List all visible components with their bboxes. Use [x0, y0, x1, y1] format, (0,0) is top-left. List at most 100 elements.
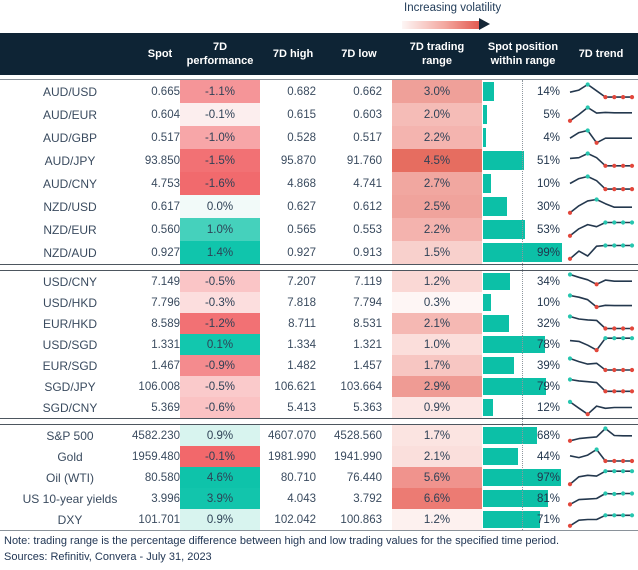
performance-cell: -1.5% — [180, 149, 260, 172]
spot-value: 1.467 — [151, 359, 180, 372]
position-label: 71% — [536, 513, 560, 526]
performance-cell: 1.0% — [180, 218, 260, 241]
position-bar — [483, 273, 511, 290]
header-7d-trend: 7D trend — [578, 47, 624, 60]
high-value: 1.482 — [287, 359, 316, 372]
spark-min-dot-icon — [603, 326, 608, 331]
spark-max-dot-icon — [621, 491, 626, 496]
pair-name: AUD/USD — [42, 84, 97, 99]
table-row: USD/HKD 7.796 -0.3% 7.818 7.794 0.3% 10% — [0, 292, 638, 313]
spark-max-dot-icon — [567, 356, 573, 361]
high-value: 0.927 — [287, 246, 316, 259]
trend-cell — [564, 103, 638, 126]
high-value: 80.710 — [280, 471, 316, 484]
spot-value: 106.008 — [138, 380, 180, 393]
spark-max-dot-icon — [567, 272, 573, 277]
spark-max-dot-icon — [567, 293, 573, 298]
table-row: AUD/JPY 93.850 -1.5% 95.870 91.760 4.5% 51% — [0, 149, 638, 172]
table-row: AUD/GBP 0.517 -1.0% 0.528 0.517 2.2% 4% — [0, 126, 638, 149]
trading-range-cell: 6.6% — [392, 488, 482, 509]
table-row: DXY 101.701 0.9% 102.042 100.863 1.2% 71% — [0, 509, 638, 530]
trading-range-cell: 2.1% — [392, 313, 482, 334]
spark-min-dot-icon — [629, 95, 635, 100]
trading-range-cell: 3.0% — [392, 80, 482, 103]
group-separator — [0, 418, 638, 425]
trading-range-cell: 4.5% — [392, 149, 482, 172]
position-bar — [483, 378, 547, 395]
spark-min-dot-icon — [567, 482, 573, 487]
low-value: 0.553 — [353, 223, 382, 236]
spark-min-dot-icon — [603, 163, 608, 168]
low-value: 0.603 — [353, 108, 382, 121]
position-bar — [483, 294, 491, 311]
spot-value: 7.149 — [151, 275, 180, 288]
spot-value: 3.996 — [151, 492, 180, 505]
position-bar — [483, 151, 524, 170]
spark-min-dot-icon — [567, 523, 573, 528]
position-bar — [483, 469, 561, 486]
spark-min-dot-icon — [629, 367, 635, 373]
table-row: EUR/SGD 1.467 -0.9% 1.482 1.457 1.7% 39% — [0, 355, 638, 376]
high-value: 0.682 — [287, 85, 316, 98]
pair-name: US 10-year yields — [22, 491, 118, 506]
low-value: 103.664 — [340, 380, 382, 393]
low-value: 0.517 — [353, 131, 382, 144]
trading-range-cell: 2.1% — [392, 446, 482, 467]
spot-value: 5.369 — [151, 401, 180, 414]
trend-cell — [564, 218, 638, 241]
trend-cell — [564, 195, 638, 218]
trend-cell — [564, 488, 638, 509]
high-value: 4607.070 — [268, 429, 316, 442]
position-label: 99% — [536, 246, 560, 259]
position-bar — [483, 128, 487, 147]
pair-name: Gold — [57, 449, 83, 464]
table-row: EUR/HKD 8.589 -1.2% 8.711 8.531 2.1% 32% — [0, 313, 638, 334]
trend-cell — [564, 334, 638, 355]
table-row: S&P 500 4582.230 0.9% 4607.070 4528.560 1.7% 6… — [0, 425, 638, 446]
position-cell: 12% — [482, 397, 564, 418]
spark-min-dot-icon — [621, 389, 626, 394]
spark-min-dot-icon — [567, 118, 573, 123]
trend-sparkline — [567, 243, 635, 261]
trend-sparkline — [569, 151, 635, 168]
spot-value: 7.796 — [151, 296, 180, 309]
position-label: 30% — [536, 200, 560, 213]
trend-cell — [564, 446, 638, 467]
table-row: AUD/USD 0.665 -1.1% 0.682 0.662 3.0% 14% — [0, 80, 638, 103]
spark-min-dot-icon — [603, 187, 608, 192]
spark-min-dot-icon — [621, 458, 626, 464]
spark-min-dot-icon — [585, 412, 590, 417]
pair-name: AUD/JPY — [44, 153, 96, 168]
position-label: 79% — [536, 380, 560, 393]
header-7d-trading-range: 7D trading range — [409, 40, 465, 67]
spark-max-dot-icon — [603, 336, 608, 341]
spark-min-dot-icon — [594, 140, 599, 145]
spark-min-dot-icon — [594, 348, 599, 353]
position-label: 51% — [536, 154, 560, 167]
trend-sparkline — [567, 293, 632, 310]
spark-min-dot-icon — [594, 304, 599, 310]
trend-cell — [564, 172, 638, 195]
trend-cell — [564, 80, 638, 103]
position-cell: 34% — [482, 271, 564, 292]
spark-max-dot-icon — [585, 105, 590, 110]
trading-range-cell: 2.5% — [392, 195, 482, 218]
position-label: 44% — [536, 450, 560, 463]
position-bar — [483, 105, 487, 124]
spark-max-dot-icon — [585, 174, 590, 179]
trend-cell — [564, 241, 638, 264]
trend-sparkline — [567, 426, 632, 443]
table-row: USD/SGD 1.331 0.1% 1.334 1.321 1.0% 78% — [0, 334, 638, 355]
low-value: 100.863 — [340, 513, 382, 526]
trading-range-cell: 1.2% — [392, 509, 482, 530]
spark-min-dot-icon — [629, 326, 635, 331]
table-body: AUD/USD 0.665 -1.1% 0.682 0.662 3.0% 14% AUD/EU… — [0, 79, 638, 531]
trend-sparkline — [567, 491, 635, 507]
position-cell: 99% — [482, 241, 564, 264]
position-cell: 81% — [482, 488, 564, 509]
performance-cell: -1.6% — [180, 172, 260, 195]
spot-value: 93.850 — [144, 154, 180, 167]
table-group: AUD/USD 0.665 -1.1% 0.682 0.662 3.0% 14% AUD/EU… — [0, 80, 638, 264]
performance-cell: -0.5% — [180, 376, 260, 397]
position-label: 10% — [536, 177, 560, 190]
